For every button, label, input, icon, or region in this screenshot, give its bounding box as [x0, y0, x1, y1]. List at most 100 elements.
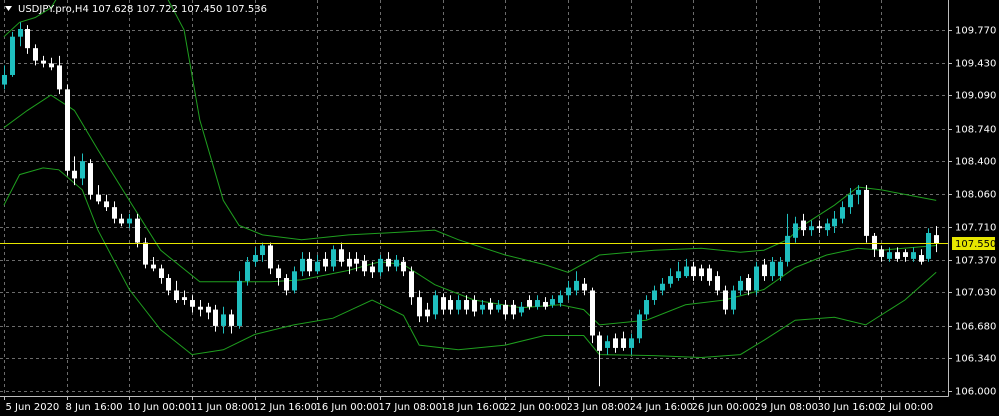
candle-body	[245, 261, 250, 281]
candle-body	[57, 65, 62, 90]
candle-body	[582, 283, 587, 291]
candle-body	[691, 266, 696, 277]
x-tick-label: 17 Jun 08:00	[379, 402, 443, 413]
candle-body	[331, 249, 336, 267]
candle-body	[840, 207, 845, 219]
candle-body	[785, 235, 790, 262]
candle-body	[378, 258, 383, 273]
x-tick-label: 8 Jun 16:00	[66, 402, 123, 413]
candle-body	[676, 271, 681, 279]
candle-body	[65, 89, 70, 171]
candle-body	[723, 290, 728, 310]
candle-body	[699, 268, 704, 277]
candle-body	[182, 297, 187, 301]
candle-body	[848, 194, 853, 208]
candle-body	[558, 295, 563, 303]
candle-body	[221, 314, 226, 326]
x-tick-label: 29 Jun 08:00	[755, 402, 819, 413]
candle-body	[448, 300, 453, 310]
candle-body	[832, 218, 837, 227]
candle-body	[574, 280, 579, 291]
x-tick-label: 22 Jun 00:00	[504, 402, 568, 413]
candle-body	[550, 299, 555, 305]
y-tick-label: 106.340	[955, 354, 996, 365]
candle-body	[527, 300, 532, 307]
candle-body	[919, 255, 924, 262]
candle-body	[480, 304, 485, 310]
chart-title: USDJPY.pro,H4 107.628 107.722 107.450 10…	[18, 4, 267, 15]
candle-body	[511, 304, 516, 315]
y-tick-label: 108.060	[955, 190, 996, 201]
candle-body	[49, 63, 54, 68]
y-tick-label: 109.090	[955, 91, 996, 102]
candle-body	[260, 245, 265, 256]
candle-body	[809, 226, 814, 231]
candle-body	[754, 266, 759, 291]
y-tick-label: 106.000	[955, 387, 996, 398]
band-line	[3, 0, 937, 273]
candle-body	[166, 278, 171, 291]
x-tick-label: 24 Jun 16:00	[630, 402, 694, 413]
candle-body	[362, 260, 367, 272]
band-line	[3, 167, 937, 359]
candle-body	[433, 295, 438, 315]
candle-body	[613, 338, 618, 348]
y-tick-label: 107.030	[955, 288, 996, 299]
candle-body	[590, 290, 595, 336]
candle-body	[464, 300, 469, 310]
candle-body	[104, 201, 109, 208]
candle-body	[159, 268, 164, 279]
candle-body	[96, 194, 101, 202]
candle-body	[668, 276, 673, 284]
price-label: 107.550	[955, 239, 996, 250]
y-tick-label: 109.430	[955, 59, 996, 70]
y-tick-label: 107.710	[955, 223, 996, 234]
candle-body	[684, 266, 689, 277]
candle-body	[566, 287, 571, 296]
candle-body	[135, 218, 140, 243]
candle-body	[801, 220, 806, 231]
x-tick-label: 5 Jun 2020	[6, 402, 60, 413]
candle-body	[268, 245, 273, 269]
x-tick-label: 16 Jun 00:00	[316, 402, 380, 413]
candle-body	[425, 309, 430, 317]
candle-body	[911, 252, 916, 259]
price-label-box	[952, 237, 995, 250]
candle-body	[206, 306, 211, 313]
candle-body	[488, 302, 493, 310]
candle-body	[307, 258, 312, 272]
candle-body	[864, 189, 869, 236]
candle-body	[80, 161, 85, 179]
candle-body	[315, 261, 320, 272]
candle-body	[856, 189, 861, 195]
x-tick-label: 11 Jun 08:00	[191, 402, 255, 413]
x-tick-label: 12 Jun 16:00	[254, 402, 318, 413]
candle-body	[284, 278, 289, 291]
candle-body	[934, 235, 939, 244]
candle-body	[887, 252, 892, 259]
y-tick-label: 109.770	[955, 26, 996, 37]
candle-body	[503, 304, 508, 315]
candle-body	[738, 280, 743, 291]
x-tick-label: 18 Jun 16:00	[442, 402, 506, 413]
candle-body	[386, 258, 391, 267]
candle-body	[793, 223, 798, 238]
candle-body	[2, 74, 7, 85]
candle-body	[409, 271, 414, 298]
x-tick-label: 26 Jun 00:00	[692, 402, 756, 413]
candle-body	[198, 306, 203, 310]
candle-body	[190, 300, 195, 307]
candle-body	[762, 264, 767, 277]
candle-body	[237, 280, 242, 326]
y-tick-label: 108.400	[955, 157, 996, 168]
candle-body	[213, 309, 218, 326]
candle-body	[127, 218, 132, 224]
candle-body	[456, 300, 461, 310]
candle-body	[441, 297, 446, 310]
candle-body	[770, 261, 775, 277]
candle-body	[229, 314, 234, 326]
candle-body	[472, 300, 477, 312]
candle-body	[519, 306, 524, 313]
x-tick-label: 10 Jun 00:00	[128, 402, 192, 413]
